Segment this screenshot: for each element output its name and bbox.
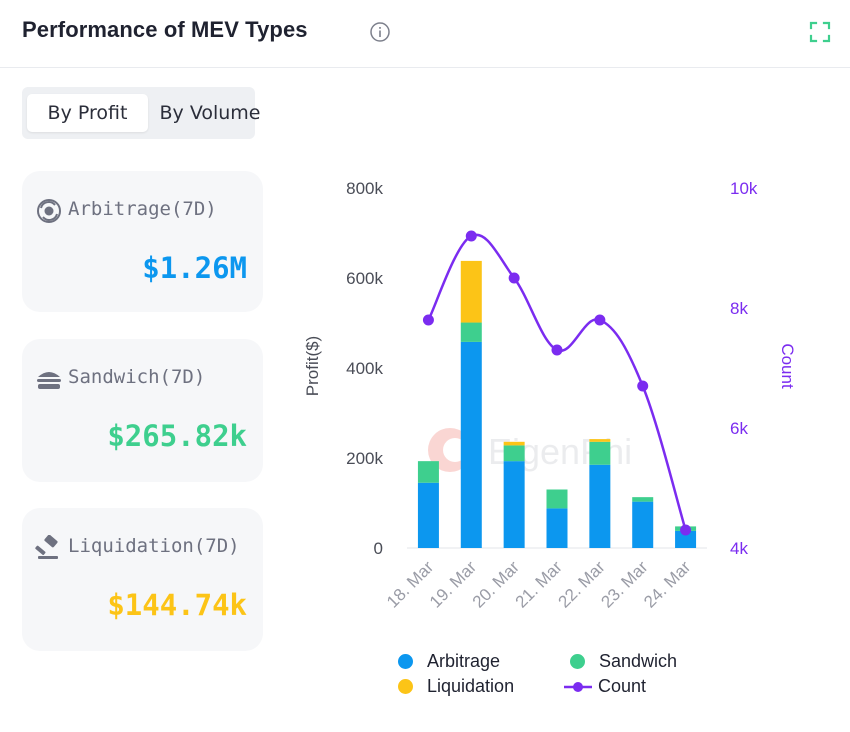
arbitrage-label: Arbitrage(7D) xyxy=(68,198,217,220)
count-point xyxy=(465,230,477,242)
by-volume-tab[interactable]: By Volume xyxy=(159,102,261,124)
x-tick-label: 19. Mar xyxy=(426,557,480,611)
y-right-tick-label: 6k xyxy=(730,419,748,438)
bar-arbitrage xyxy=(460,341,482,548)
x-tick-label: 18. Mar xyxy=(383,557,437,611)
sandwich-icon xyxy=(37,372,61,389)
x-tick-label: 24. Mar xyxy=(640,557,694,611)
legend-count-label: Count xyxy=(598,676,647,696)
sandwich-value: $265.82k xyxy=(107,419,247,453)
legend-sandwich[interactable]: Sandwich xyxy=(570,651,677,672)
y-axis-left-label: Profit($) xyxy=(303,336,322,396)
panel-header: Performance of MEV Types xyxy=(0,0,850,68)
liquidation-card: Liquidation(7D) $144.74k xyxy=(22,508,263,651)
arbitrage-card: Arbitrage(7D) $1.26M xyxy=(22,171,263,312)
legend-liquidation[interactable]: Liquidation xyxy=(398,676,514,697)
bar-liquidation xyxy=(503,441,525,446)
bar-sandwich xyxy=(632,497,654,502)
legend-liquidation-marker xyxy=(398,679,413,694)
bar-arbitrage xyxy=(417,482,439,548)
y-left-tick-label: 200k xyxy=(346,449,383,468)
y-right-tick-label: 10k xyxy=(730,179,758,198)
bar-arbitrage xyxy=(675,530,697,548)
x-tick-label: 23. Mar xyxy=(597,557,651,611)
count-point xyxy=(680,524,692,536)
bar-sandwich xyxy=(460,322,482,342)
bar-sandwich xyxy=(417,461,439,483)
arbitrage-value: $1.26M xyxy=(142,251,247,285)
bar-sandwich xyxy=(503,445,525,462)
legend-sandwich-label: Sandwich xyxy=(599,651,678,671)
gavel-icon xyxy=(35,535,58,559)
y-right-tick-label: 8k xyxy=(730,299,748,318)
bar-liquidation xyxy=(589,439,611,442)
y-left-tick-label: 800k xyxy=(346,179,383,198)
legend-sandwich-marker xyxy=(570,654,585,669)
bar-liquidation xyxy=(460,260,482,323)
bar-arbitrage xyxy=(503,461,525,548)
y-left-tick-label: 400k xyxy=(346,359,383,378)
bar-sandwich xyxy=(589,441,611,465)
legend-arbitrage[interactable]: Arbitrage xyxy=(398,651,500,672)
metric-toggle: By Profit By Volume xyxy=(22,87,260,139)
legend-count-marker xyxy=(564,681,592,692)
chart-legend: Arbitrage Sandwich Liquidation Count xyxy=(398,651,718,703)
bar-sandwich xyxy=(546,489,568,509)
y-axis-right-label: Count xyxy=(778,343,797,389)
bar-arbitrage xyxy=(546,508,568,548)
expand-icon[interactable] xyxy=(809,21,831,43)
by-profit-tab[interactable]: By Profit xyxy=(27,94,148,132)
y-right-tick-label: 4k xyxy=(730,539,748,558)
arbitrage-icon xyxy=(37,199,61,223)
legend-count[interactable]: Count xyxy=(564,676,646,697)
liquidation-label: Liquidation(7D) xyxy=(68,535,240,557)
legend-liquidation-label: Liquidation xyxy=(427,676,515,696)
legend-arbitrage-label: Arbitrage xyxy=(427,651,501,671)
count-point xyxy=(637,380,649,392)
count-point xyxy=(422,314,434,326)
bar-arbitrage xyxy=(632,501,654,548)
x-tick-label: 21. Mar xyxy=(512,557,566,611)
sandwich-card: Sandwich(7D) $265.82k xyxy=(22,339,263,482)
count-point xyxy=(594,314,606,326)
x-tick-label: 20. Mar xyxy=(469,557,523,611)
sandwich-label: Sandwich(7D) xyxy=(68,366,206,388)
bar-arbitrage xyxy=(589,464,611,548)
count-point xyxy=(551,344,563,356)
count-point xyxy=(508,272,520,284)
y-left-tick-label: 600k xyxy=(346,269,383,288)
page-title: Performance of MEV Types xyxy=(22,17,308,42)
info-icon[interactable] xyxy=(369,21,391,43)
x-tick-label: 22. Mar xyxy=(554,557,608,611)
liquidation-value: $144.74k xyxy=(107,588,247,622)
y-left-tick-label: 0 xyxy=(374,539,383,558)
legend-arbitrage-marker xyxy=(398,654,413,669)
